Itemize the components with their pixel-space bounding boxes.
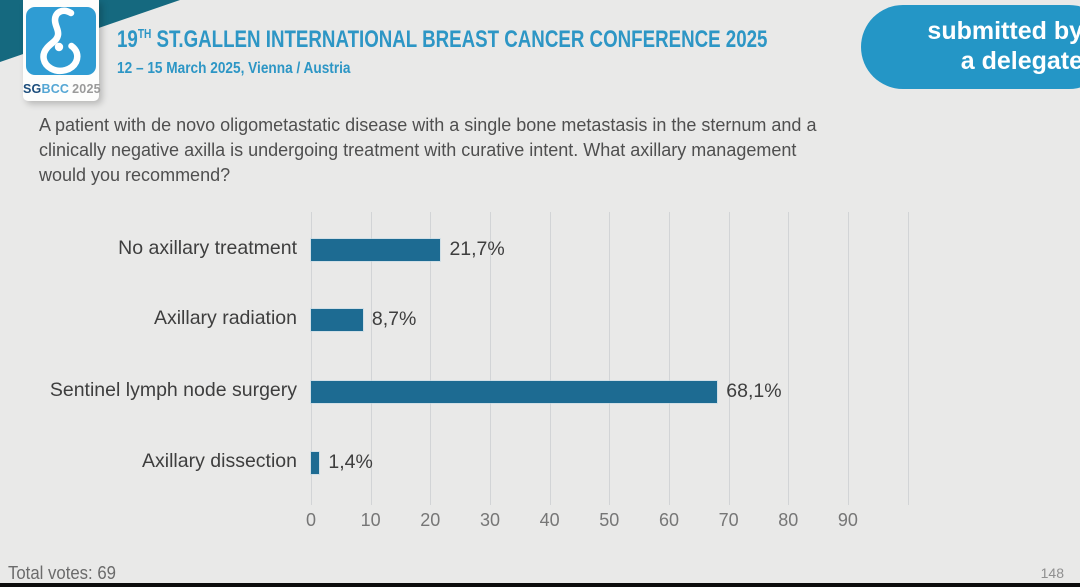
gridline xyxy=(668,212,670,505)
bar-category-label: Axillary radiation xyxy=(153,307,297,329)
conference-header: 19TH ST.GALLEN INTERNATIONAL BREAST CANC… xyxy=(117,26,951,78)
bar-value-label: 21,7% xyxy=(449,238,505,260)
gridline xyxy=(489,212,491,505)
axis-tick-label: 80 xyxy=(778,510,799,530)
logo-bcc: BCC xyxy=(41,82,70,96)
conference-title: 19TH ST.GALLEN INTERNATIONAL BREAST CANC… xyxy=(117,26,767,54)
gridline xyxy=(311,212,312,505)
gridline xyxy=(549,212,551,505)
bar-value-label: 68,1% xyxy=(726,380,782,402)
gridline xyxy=(907,212,909,505)
axis-tick-label: 40 xyxy=(539,510,560,530)
badge-line2: a delegate xyxy=(960,47,1080,75)
logo-year: 2025 xyxy=(72,82,101,96)
axis-tick-label: 30 xyxy=(479,510,500,530)
gridline xyxy=(370,212,372,505)
total-votes: Total votes: 69 xyxy=(8,563,116,583)
axis-tick-label: 50 xyxy=(599,510,620,530)
logo-wordmark: SGBCC 2025 xyxy=(23,82,101,96)
axis-tick-label: 20 xyxy=(420,510,441,530)
bar xyxy=(311,452,320,474)
title-number: 19 xyxy=(117,26,138,53)
axis-tick-label: 0 xyxy=(305,510,316,530)
bar-value-label: 8,7% xyxy=(371,308,417,330)
question-line: clinically negative axilla is undergoing… xyxy=(39,140,797,160)
bar xyxy=(311,381,718,403)
conference-subtitle: 12 – 15 March 2025, Vienna / Austria xyxy=(117,60,351,77)
slide-page-number: 148 xyxy=(1040,565,1064,581)
title-ordinal: TH xyxy=(137,26,152,41)
logo-sg: SG xyxy=(23,82,42,96)
letterbox-bar xyxy=(0,583,1080,587)
axis-tick-label: 10 xyxy=(360,510,381,530)
axis-tick-label: 70 xyxy=(718,510,739,530)
sgbcc-logo: SGBCC 2025 xyxy=(23,0,101,101)
bar xyxy=(311,309,363,331)
gridline xyxy=(788,212,790,505)
axis-tick-label: 90 xyxy=(837,510,858,530)
bar-value-label: 1,4% xyxy=(328,451,373,473)
badge-line1: submitted by xyxy=(927,17,1080,45)
title-rest: ST.GALLEN INTERNATIONAL BREAST CANCER CO… xyxy=(151,26,768,53)
bar xyxy=(311,239,441,261)
question-line: would you recommend? xyxy=(39,165,231,185)
sgbcc-breast-icon xyxy=(26,7,96,75)
question-line: A patient with de novo oligometastatic d… xyxy=(39,115,817,135)
gridline xyxy=(609,212,611,505)
gridline xyxy=(430,212,432,505)
gridline xyxy=(728,212,730,505)
axis-tick-label: 60 xyxy=(658,510,679,530)
bar-category-label: Sentinel lymph node surgery xyxy=(49,379,297,401)
submitted-by-delegate-badge: submitted by a delegate xyxy=(861,5,1080,89)
gridline xyxy=(847,212,849,505)
poll-question: A patient with de novo oligometastatic d… xyxy=(39,113,959,188)
bar-category-label: Axillary dissection xyxy=(142,450,297,472)
bar-category-label: No axillary treatment xyxy=(118,237,297,259)
